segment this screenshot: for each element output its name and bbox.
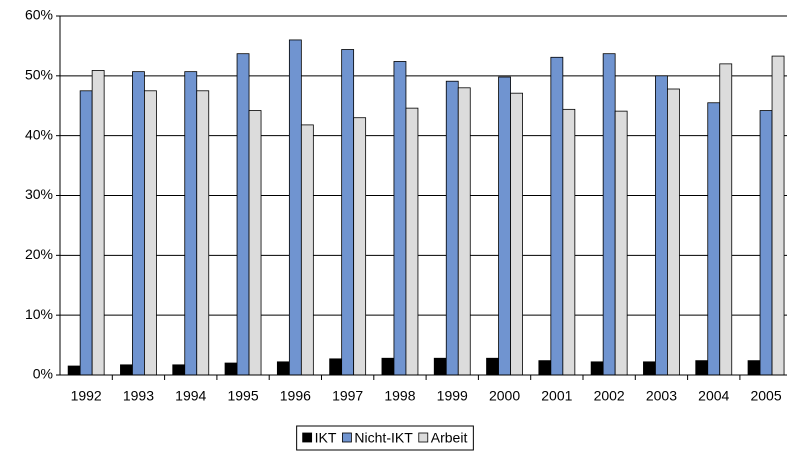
bar bbox=[747, 360, 761, 376]
bar bbox=[184, 71, 198, 376]
bar bbox=[614, 110, 628, 376]
bar bbox=[276, 361, 290, 376]
bar bbox=[498, 76, 511, 376]
bar bbox=[562, 108, 576, 376]
bar bbox=[67, 365, 81, 376]
bar bbox=[353, 117, 367, 376]
bar bbox=[329, 358, 343, 376]
bar bbox=[695, 360, 709, 376]
bar bbox=[341, 49, 355, 376]
bar bbox=[550, 56, 564, 376]
bar bbox=[393, 61, 407, 376]
legend-label: Arbeit bbox=[431, 430, 468, 446]
x-tick-label: 2005 bbox=[750, 388, 781, 404]
bar bbox=[590, 361, 604, 376]
y-tick-label: 60% bbox=[25, 7, 53, 23]
bar bbox=[719, 63, 733, 376]
bar bbox=[602, 53, 616, 376]
x-tick-label: 2001 bbox=[541, 388, 572, 404]
bar bbox=[486, 357, 499, 376]
bar bbox=[196, 90, 210, 376]
x-tick-label: 1999 bbox=[437, 388, 468, 404]
legend-swatch bbox=[342, 432, 352, 443]
bar bbox=[381, 357, 395, 376]
x-tick-label: 1995 bbox=[227, 388, 258, 404]
x-tick-label: 2004 bbox=[698, 388, 729, 404]
x-tick-label: 1997 bbox=[332, 388, 363, 404]
x-tick-label: 1994 bbox=[175, 388, 206, 404]
y-tick-label: 30% bbox=[25, 186, 53, 202]
x-tick-label: 1998 bbox=[384, 388, 415, 404]
y-tick-label: 0% bbox=[33, 366, 53, 382]
bar bbox=[79, 90, 93, 376]
legend-label: IKT bbox=[315, 430, 337, 446]
bar bbox=[132, 71, 145, 376]
bar bbox=[433, 357, 447, 376]
x-tick-label: 1992 bbox=[71, 388, 102, 404]
bar bbox=[445, 80, 459, 376]
bar bbox=[667, 88, 680, 376]
x-tick-label: 1996 bbox=[280, 388, 311, 404]
y-tick-label: 20% bbox=[25, 246, 53, 262]
x-tick-label: 2000 bbox=[489, 388, 520, 404]
x-tick-label: 1993 bbox=[123, 388, 154, 404]
legend-box bbox=[296, 425, 474, 451]
bar bbox=[288, 39, 302, 376]
bar bbox=[771, 55, 785, 376]
y-tick-label: 10% bbox=[25, 306, 53, 322]
y-tick-label: 40% bbox=[25, 126, 53, 142]
bar bbox=[91, 70, 105, 376]
x-tick-label: 2002 bbox=[594, 388, 625, 404]
legend-swatch bbox=[418, 432, 429, 443]
bar bbox=[248, 110, 262, 376]
bar bbox=[120, 364, 133, 376]
bar bbox=[510, 92, 523, 376]
bar bbox=[707, 102, 721, 376]
bar bbox=[300, 124, 314, 376]
bar bbox=[457, 87, 471, 376]
bar bbox=[643, 361, 656, 376]
bar bbox=[224, 362, 238, 376]
bar bbox=[172, 364, 186, 376]
bar bbox=[405, 107, 419, 376]
legend-label: Nicht-IKT bbox=[354, 430, 413, 446]
x-tick-label: 2003 bbox=[646, 388, 677, 404]
legend-swatch bbox=[302, 432, 313, 443]
legend: IKT Nicht-IKT Arbeit bbox=[296, 425, 474, 451]
bar bbox=[759, 110, 773, 376]
y-tick-label: 50% bbox=[25, 67, 53, 83]
bar bbox=[655, 75, 668, 376]
bar bbox=[236, 53, 250, 376]
bar bbox=[538, 360, 552, 376]
bar bbox=[144, 90, 157, 376]
